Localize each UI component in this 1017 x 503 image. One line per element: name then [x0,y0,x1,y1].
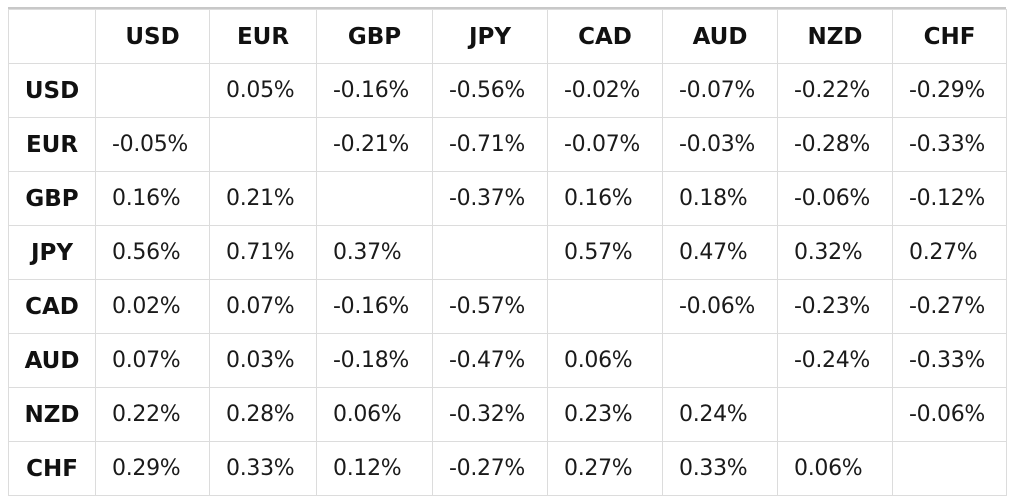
table-cell: -0.22% [777,63,893,118]
table-cell: 0.21% [209,171,317,226]
table-cell: 0.33% [209,441,317,496]
table-cell: -0.27% [432,441,548,496]
table-cell: 0.12% [316,441,433,496]
row-header: CHF [8,441,96,496]
table-cell: -0.07% [547,117,663,172]
table-cell: -0.03% [662,117,778,172]
table-cell: 0.57% [547,225,663,280]
row-header: EUR [8,117,96,172]
table-cell: 0.28% [209,387,317,442]
row-header: AUD [8,333,96,388]
column-header: GBP [316,9,433,64]
table-cell: 0.22% [95,387,210,442]
column-header: CHF [892,9,1007,64]
table-row: JPY 0.56% 0.71% 0.37% 0.57% 0.47% 0.32% … [8,225,1007,280]
table-cell: 0.02% [95,279,210,334]
table-cell: -0.33% [892,117,1007,172]
table-cell: 0.23% [547,387,663,442]
table-cell: -0.71% [432,117,548,172]
table-cell: 0.18% [662,171,778,226]
row-header: JPY [8,225,96,280]
row-header: USD [8,63,96,118]
table-row: CAD 0.02% 0.07% -0.16% -0.57% -0.06% -0.… [8,279,1007,334]
table-cell [95,63,210,118]
table-cell: 0.07% [209,279,317,334]
column-header: NZD [777,9,893,64]
table-cell [209,117,317,172]
table-cell: -0.56% [432,63,548,118]
table-cell: 0.33% [662,441,778,496]
table-row: CHF 0.29% 0.33% 0.12% -0.27% 0.27% 0.33%… [8,441,1007,496]
table-cell: -0.18% [316,333,433,388]
row-header: NZD [8,387,96,442]
row-header: GBP [8,171,96,226]
table-cell: -0.07% [662,63,778,118]
table-cell: -0.12% [892,171,1007,226]
corner-cell [8,9,96,64]
column-header: EUR [209,9,317,64]
column-header: USD [95,9,210,64]
table-cell: 0.27% [547,441,663,496]
table-cell: -0.06% [777,171,893,226]
table-cell: 0.16% [95,171,210,226]
table-cell: -0.21% [316,117,433,172]
table-cell: -0.23% [777,279,893,334]
table-cell [316,171,433,226]
header-row: USD EUR GBP JPY CAD AUD NZD CHF [8,9,1007,64]
table-cell: -0.16% [316,279,433,334]
table-cell: 0.07% [95,333,210,388]
table-cell: 0.71% [209,225,317,280]
table-cell: -0.16% [316,63,433,118]
table-cell: -0.06% [662,279,778,334]
table-cell: -0.47% [432,333,548,388]
table-cell [777,387,893,442]
table-cell: -0.28% [777,117,893,172]
table-cell: -0.32% [432,387,548,442]
table-cell: -0.06% [892,387,1007,442]
table-cell: 0.06% [316,387,433,442]
table-cell: -0.37% [432,171,548,226]
table-cell: -0.05% [95,117,210,172]
currency-change-matrix: USD EUR GBP JPY CAD AUD NZD CHF USD 0.05… [8,9,1007,496]
table-cell: 0.05% [209,63,317,118]
table-cell: 0.03% [209,333,317,388]
table-cell: -0.02% [547,63,663,118]
currency-heatmap-table-container: USD EUR GBP JPY CAD AUD NZD CHF USD 0.05… [8,7,1007,496]
table-row: AUD 0.07% 0.03% -0.18% -0.47% 0.06% -0.2… [8,333,1007,388]
table-cell: -0.27% [892,279,1007,334]
table-cell [432,225,548,280]
table-row: GBP 0.16% 0.21% -0.37% 0.16% 0.18% -0.06… [8,171,1007,226]
table-cell: 0.16% [547,171,663,226]
table-row: EUR -0.05% -0.21% -0.71% -0.07% -0.03% -… [8,117,1007,172]
table-cell: -0.57% [432,279,548,334]
column-header: AUD [662,9,778,64]
table-cell: 0.06% [777,441,893,496]
table-cell [892,441,1007,496]
table-cell: 0.37% [316,225,433,280]
column-header: CAD [547,9,663,64]
table-cell [662,333,778,388]
table-cell: 0.32% [777,225,893,280]
table-cell: 0.24% [662,387,778,442]
row-header: CAD [8,279,96,334]
column-header: JPY [432,9,548,64]
table-cell: -0.29% [892,63,1007,118]
table-cell: 0.27% [892,225,1007,280]
table-cell: 0.56% [95,225,210,280]
table-cell: 0.29% [95,441,210,496]
table-cell: -0.24% [777,333,893,388]
table-cell [547,279,663,334]
table-cell: 0.47% [662,225,778,280]
table-cell: 0.06% [547,333,663,388]
table-cell: -0.33% [892,333,1007,388]
table-row: NZD 0.22% 0.28% 0.06% -0.32% 0.23% 0.24%… [8,387,1007,442]
table-row: USD 0.05% -0.16% -0.56% -0.02% -0.07% -0… [8,63,1007,118]
